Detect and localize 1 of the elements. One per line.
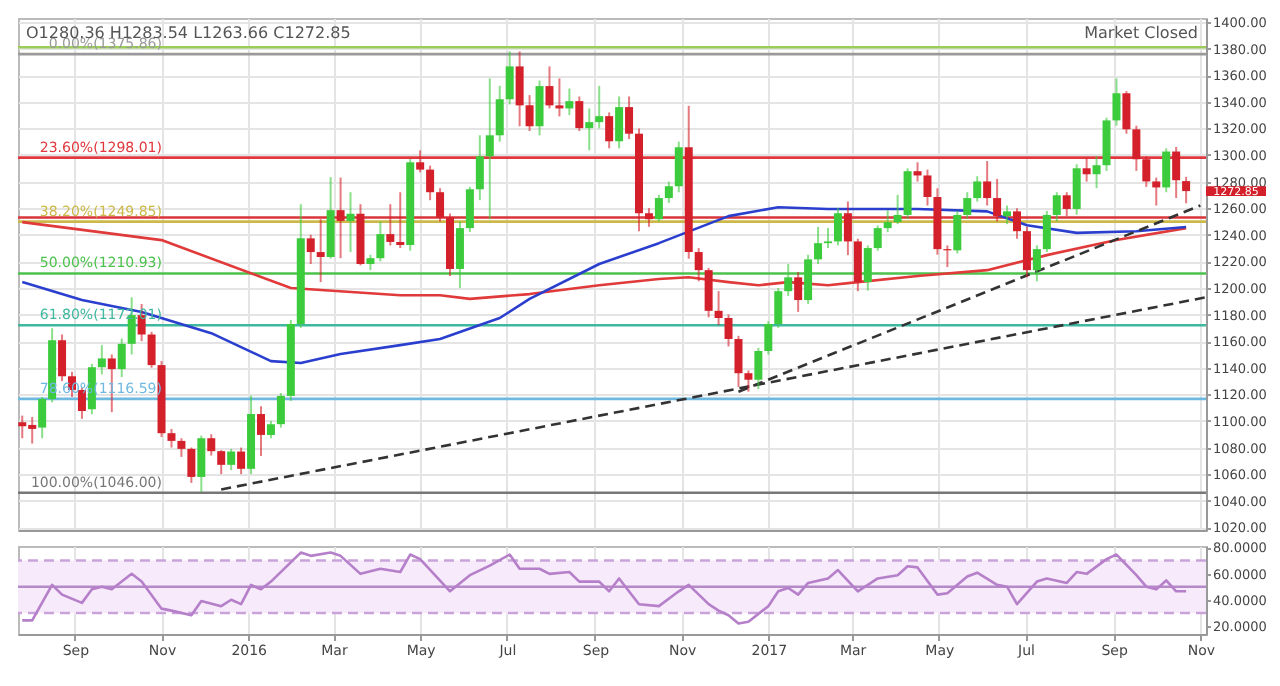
annotation: Market Closed — [1084, 24, 1198, 42]
